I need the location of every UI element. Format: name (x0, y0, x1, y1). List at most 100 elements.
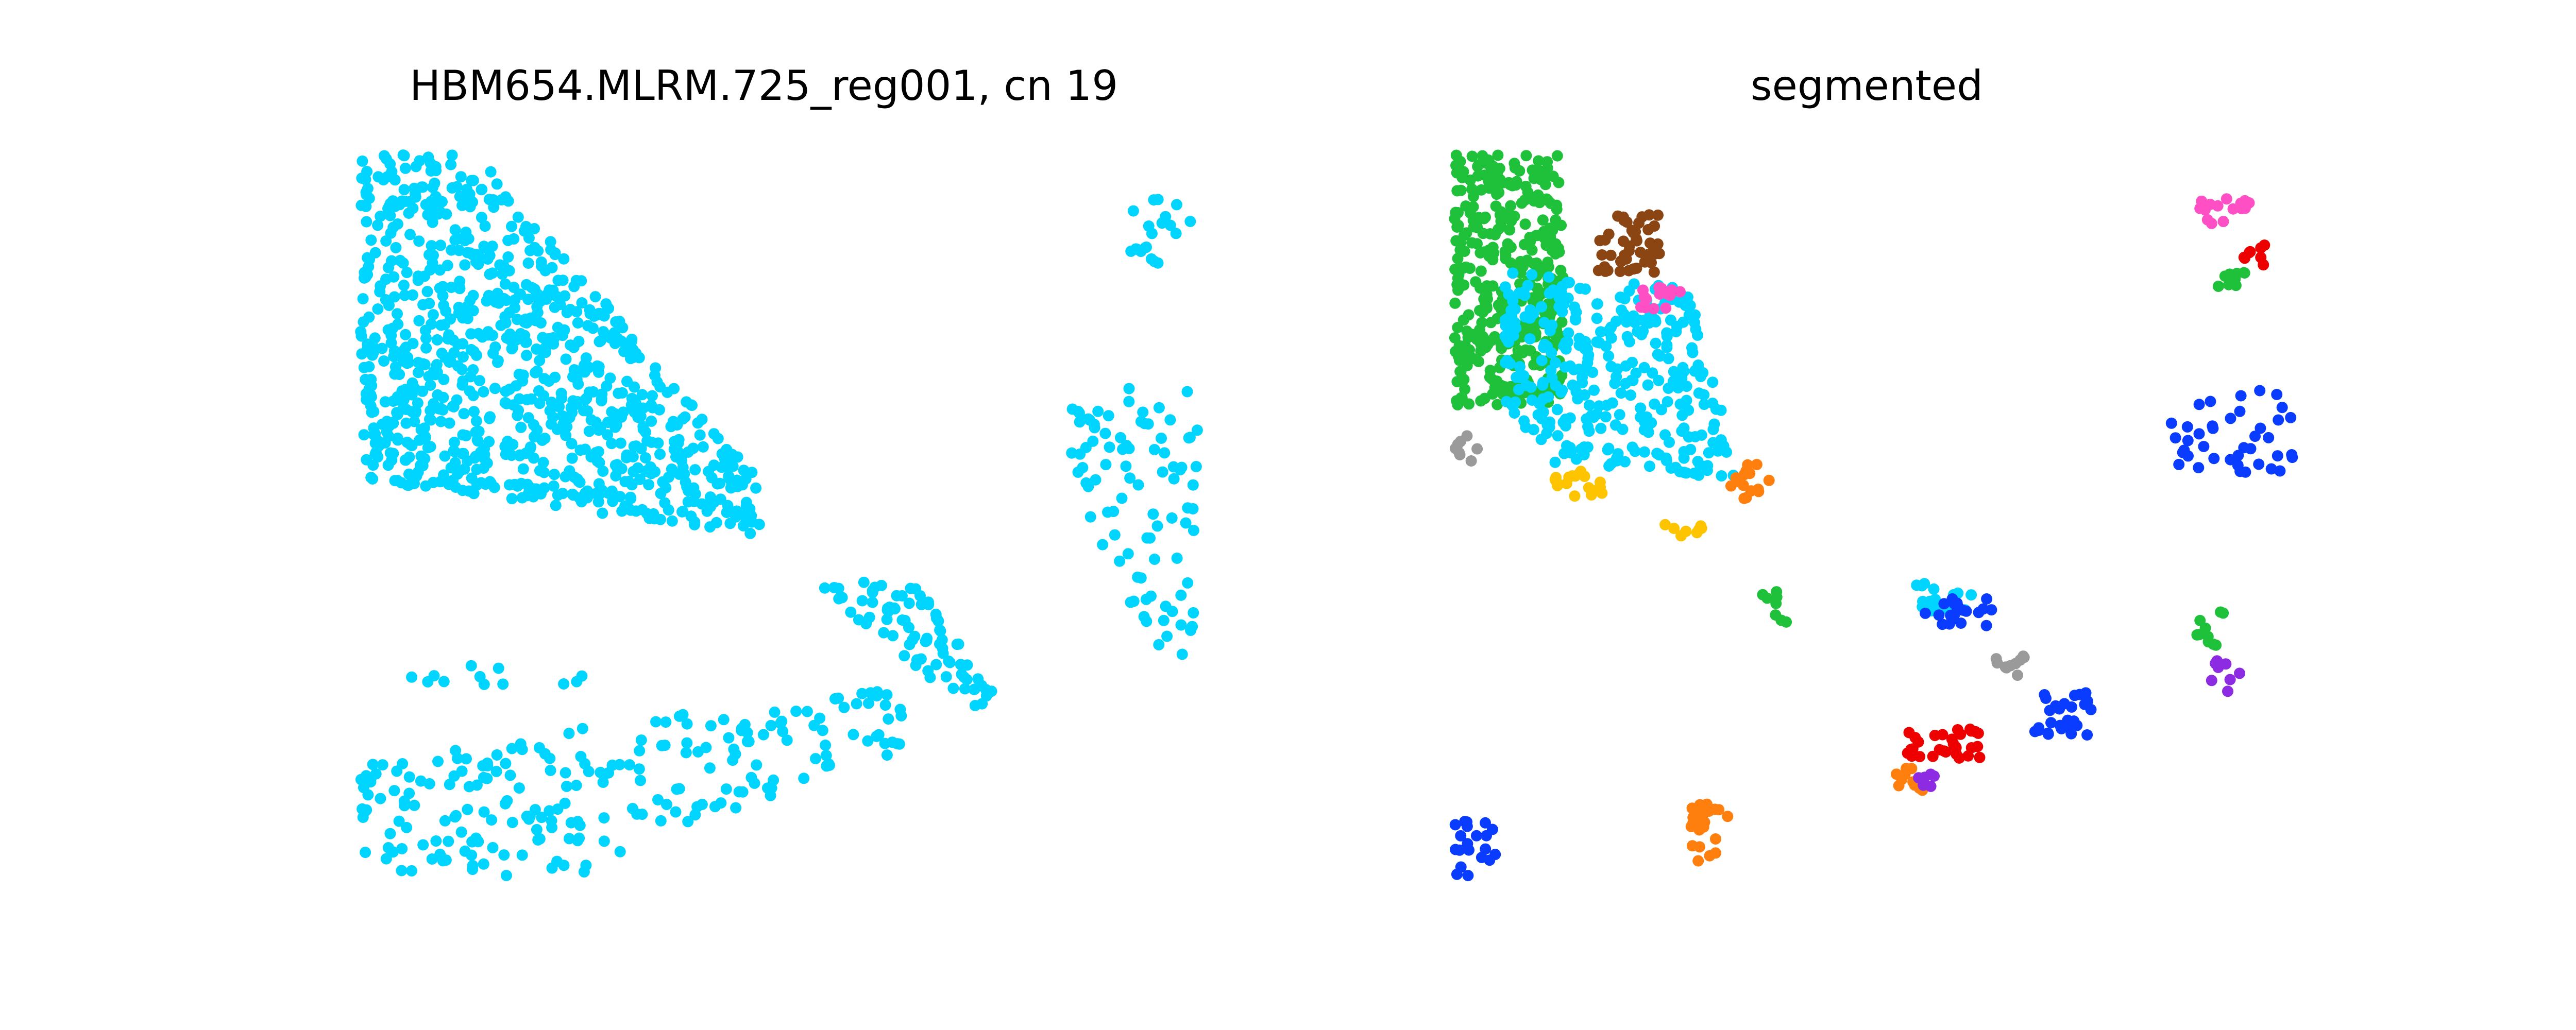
scatter-point (1914, 751, 1926, 763)
scatter-point (647, 390, 658, 402)
scatter-point (1662, 396, 1673, 407)
scatter-point (2198, 441, 2210, 452)
scatter-point (386, 454, 398, 466)
scatter-point (1484, 371, 1496, 383)
scatter-point (1121, 440, 1132, 452)
scatter-point (1534, 398, 1546, 409)
scatter-point (456, 765, 468, 777)
scatter-point (606, 485, 618, 497)
scatter-point (715, 797, 727, 809)
scatter-point (420, 332, 432, 344)
scatter-point (500, 870, 512, 881)
scatter-point (420, 342, 432, 354)
scatter-point (516, 849, 528, 861)
scatter-point (1513, 370, 1525, 382)
scatter-point (1555, 265, 1567, 276)
scatter-point (1949, 608, 1960, 620)
scatter-point (489, 341, 501, 353)
scatter-point (1551, 404, 1563, 416)
scatter-point (1722, 811, 1734, 822)
scatter-point (1955, 617, 1967, 629)
scatter-point (626, 392, 638, 404)
scatter-point (483, 436, 495, 448)
scatter-point (700, 742, 712, 753)
scatter-point (1090, 474, 1101, 486)
scatter-point (572, 835, 584, 847)
scatter-point (401, 821, 413, 833)
scatter-point (1707, 376, 1719, 388)
scatter-point (494, 259, 506, 271)
scatter-point (1580, 283, 1591, 295)
scatter-point (1652, 209, 1664, 221)
scatter-point (1168, 473, 1180, 485)
scatter-point (1531, 257, 1543, 269)
scatter-point (467, 364, 479, 375)
scatter-point (1670, 461, 1682, 473)
scatter-point (1659, 519, 1671, 530)
scatter-point (400, 329, 412, 340)
scatter-point (1692, 855, 1704, 867)
scatter-point (940, 671, 952, 683)
scatter-point (680, 476, 691, 488)
scatter-point (367, 473, 379, 485)
scatter-point (2253, 458, 2265, 470)
scatter-point (1125, 596, 1137, 608)
scatter-point (423, 249, 435, 261)
scatter-point (504, 769, 516, 781)
scatter-point (470, 415, 482, 427)
scatter-point (682, 496, 694, 508)
scatter-point (1648, 303, 1659, 315)
scatter-point (976, 680, 988, 692)
scatter-point (1137, 406, 1149, 418)
scatter-point (477, 444, 488, 456)
scatter-point (705, 497, 717, 509)
scatter-point (534, 355, 546, 367)
scatter-point (1696, 802, 1708, 814)
scatter-point (446, 149, 458, 161)
scatter-point (1696, 429, 1707, 441)
scatter-point (493, 662, 504, 674)
scatter-point (452, 338, 464, 350)
scatter-point (367, 459, 379, 471)
scatter-point (1557, 417, 1569, 428)
scatter-point (462, 803, 473, 815)
scatter-point (498, 849, 510, 861)
scatter-point (365, 234, 377, 246)
scatter-point (1588, 411, 1600, 423)
scatter-point (2217, 607, 2229, 619)
scatter-point (801, 706, 813, 717)
scatter-point (1546, 347, 1557, 359)
scatter-point (551, 290, 563, 302)
scatter-point (1603, 350, 1615, 362)
scatter-point (355, 326, 367, 337)
scatter-point (478, 806, 490, 818)
scatter-point (1703, 447, 1715, 459)
scatter-point (515, 421, 527, 433)
scatter-point (369, 247, 381, 259)
scatter-point (1522, 186, 1534, 198)
scatter-point (1676, 409, 1688, 421)
scatter-point (1550, 472, 1562, 484)
scatter-point (2272, 450, 2283, 462)
scatter-point (437, 391, 449, 403)
scatter-point (481, 457, 493, 469)
scatter-point (2255, 422, 2266, 434)
scatter-point (502, 251, 514, 263)
scatter-point (423, 778, 435, 789)
scatter-point (1507, 400, 1519, 412)
scatter-point (1603, 324, 1615, 336)
scatter-point (1725, 480, 1737, 492)
scatter-point (2225, 413, 2236, 424)
scatter-point (1947, 738, 1959, 750)
scatter-point (1611, 315, 1622, 327)
scatter-point (1532, 290, 1544, 302)
scatter-point (1660, 452, 1672, 464)
scatter-point (486, 267, 498, 279)
scatter-point (580, 860, 592, 871)
scatter-point (1127, 205, 1139, 217)
scatter-point (1579, 389, 1590, 401)
scatter-point (536, 812, 548, 823)
scatter-point (420, 480, 432, 492)
scatter-point (1556, 316, 1568, 328)
scatter-point (1452, 438, 1464, 450)
